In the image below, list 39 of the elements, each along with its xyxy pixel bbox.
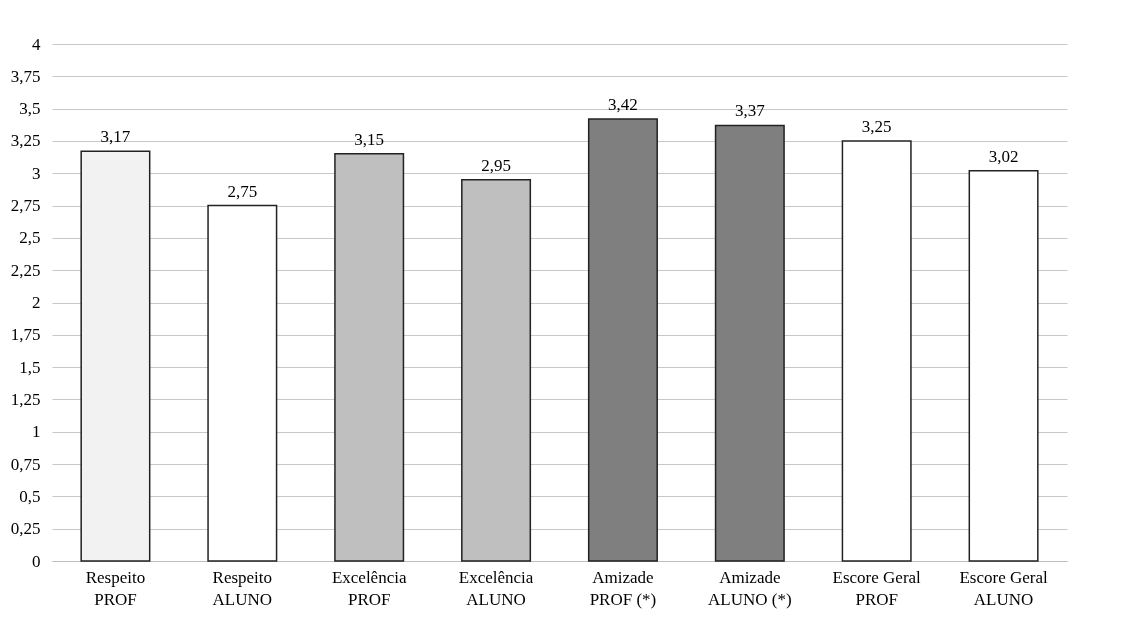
x-tick-label: Excelência PROF [331,567,407,609]
y-tick-label: 1,5 [19,357,41,377]
y-tick-label: 1 [32,422,41,442]
bar [80,150,151,562]
bar [968,169,1039,562]
bar [714,124,785,562]
x-tick-label: Excelência ALUNO [458,567,534,609]
x-tick-label: Amizade PROF (*) [589,567,657,609]
y-tick-label: 3,25 [10,131,41,151]
data-label: 2,95 [481,155,511,175]
y-tick-label: 0,25 [10,519,41,539]
bar [207,204,278,562]
y-tick-label: 2,25 [10,260,41,280]
y-tick-label: 2,5 [19,228,41,248]
x-tick-label: Respeito ALUNO [212,567,273,609]
data-label: 3,17 [100,127,131,147]
y-tick-label: 3,75 [10,66,41,86]
y-tick-label: 3,5 [19,99,41,119]
bar [587,118,658,562]
y-tick-label: 1,25 [10,389,41,409]
bar [841,140,912,562]
y-tick-label: 1,75 [10,325,41,345]
data-label: 3,42 [608,94,638,114]
data-label: 3,37 [734,101,766,121]
data-label: 2,75 [227,181,258,201]
y-tick-label: 0,5 [19,486,41,506]
y-tick-label: 4 [32,34,41,54]
y-tick-label: 2 [32,293,41,312]
y-tick-label: 2,75 [10,196,41,216]
data-label: 3,25 [861,116,892,136]
y-tick-label: 3 [32,163,41,183]
x-tick-label: Escore Geral ALUNO [959,567,1048,609]
data-label: 3,15 [354,129,385,149]
data-label: 3,02 [988,146,1019,166]
x-tick-label: Respeito PROF [85,567,146,609]
y-tick-label: 0,75 [10,454,41,474]
y-tick-label: 0 [32,551,41,571]
x-tick-label: Escore Geral PROF [832,567,922,609]
x-tick-label: Amizade ALUNO (*) [708,567,792,609]
